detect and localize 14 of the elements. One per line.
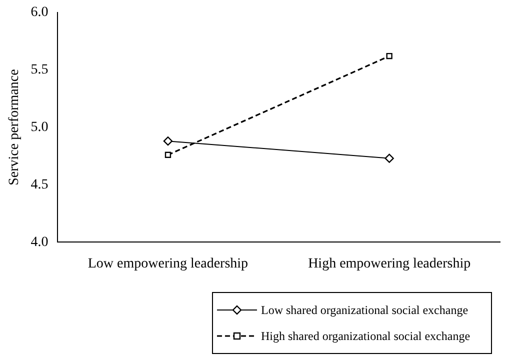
point xyxy=(384,154,394,163)
y-tick-label: 5.0 xyxy=(30,120,48,135)
x-tick-label: Low empowering leadership xyxy=(88,256,248,272)
legend-label: High shared organizational social exchange xyxy=(261,328,470,344)
x-tick-label: High empowering leadership xyxy=(308,256,471,272)
point xyxy=(163,136,173,146)
y-tick-label: 4.5 xyxy=(30,177,48,192)
point xyxy=(386,52,392,60)
legend-label: Low shared organizational social exchange xyxy=(261,302,468,318)
y-tick-label: 4.0 xyxy=(30,234,48,250)
y-axis-title: Service performance xyxy=(7,69,22,186)
point xyxy=(164,152,172,158)
y-tick-label: 6.0 xyxy=(30,5,48,20)
y-tick-label: 5.5 xyxy=(30,62,48,78)
